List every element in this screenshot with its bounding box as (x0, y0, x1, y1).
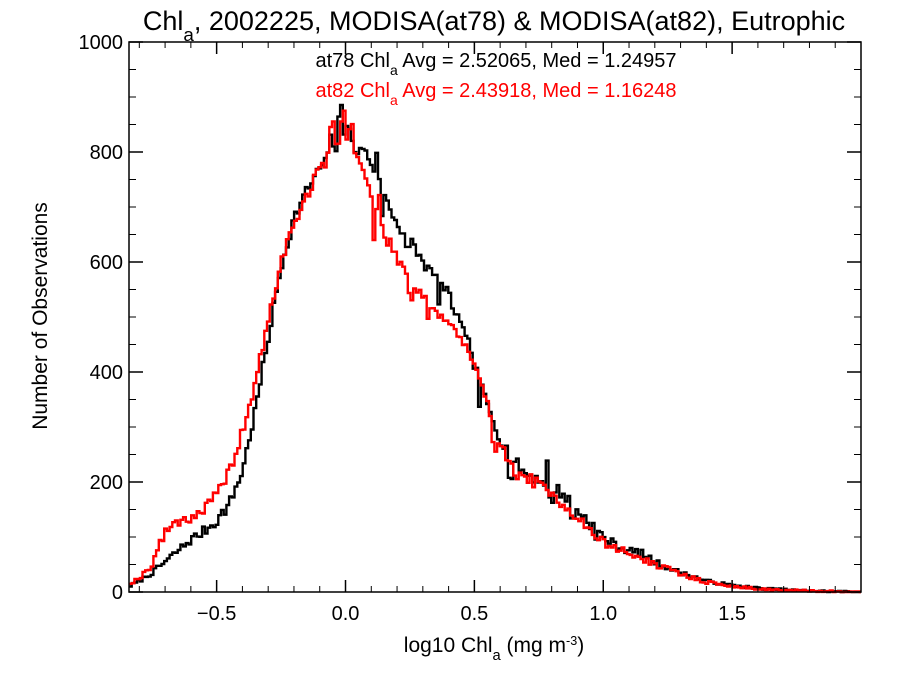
y-tick-label: 800 (90, 142, 123, 164)
y-tick-label: 600 (90, 252, 123, 274)
x-axis-label: log10 Chla (mg m-3) (404, 634, 584, 664)
chart-title: Chla, 2002225, MODISA(at78) & MODISA(at8… (143, 6, 845, 46)
series-line-at78 (129, 103, 861, 594)
y-axis: 0 200 400 600 800 1000 (79, 32, 861, 604)
plot-frame (128, 41, 862, 593)
x-tick-label: 0.0 (332, 603, 360, 625)
y-axis-label: Number of Observations (29, 202, 52, 430)
y-tick-label: 1000 (79, 32, 124, 54)
y-tick-label: 200 (90, 472, 123, 494)
series-line-at82 (129, 109, 861, 594)
y-tick-label: 0 (112, 582, 123, 604)
x-axis: −0.5 0.0 0.5 1.0 1.5 (138, 42, 836, 625)
plot-area (129, 103, 861, 594)
x-tick-label: 0.5 (460, 603, 488, 625)
annotation-at78: at78 Chla Avg = 2.52065, Med = 1.24957 (315, 50, 676, 78)
x-tick-label: −0.5 (197, 603, 236, 625)
y-tick-label: 400 (90, 362, 123, 384)
x-tick-label: 1.0 (589, 603, 617, 625)
annotation-at82: at82 Chla Avg = 2.43918, Med = 1.16248 (315, 80, 676, 108)
x-tick-label: 1.5 (718, 603, 746, 625)
